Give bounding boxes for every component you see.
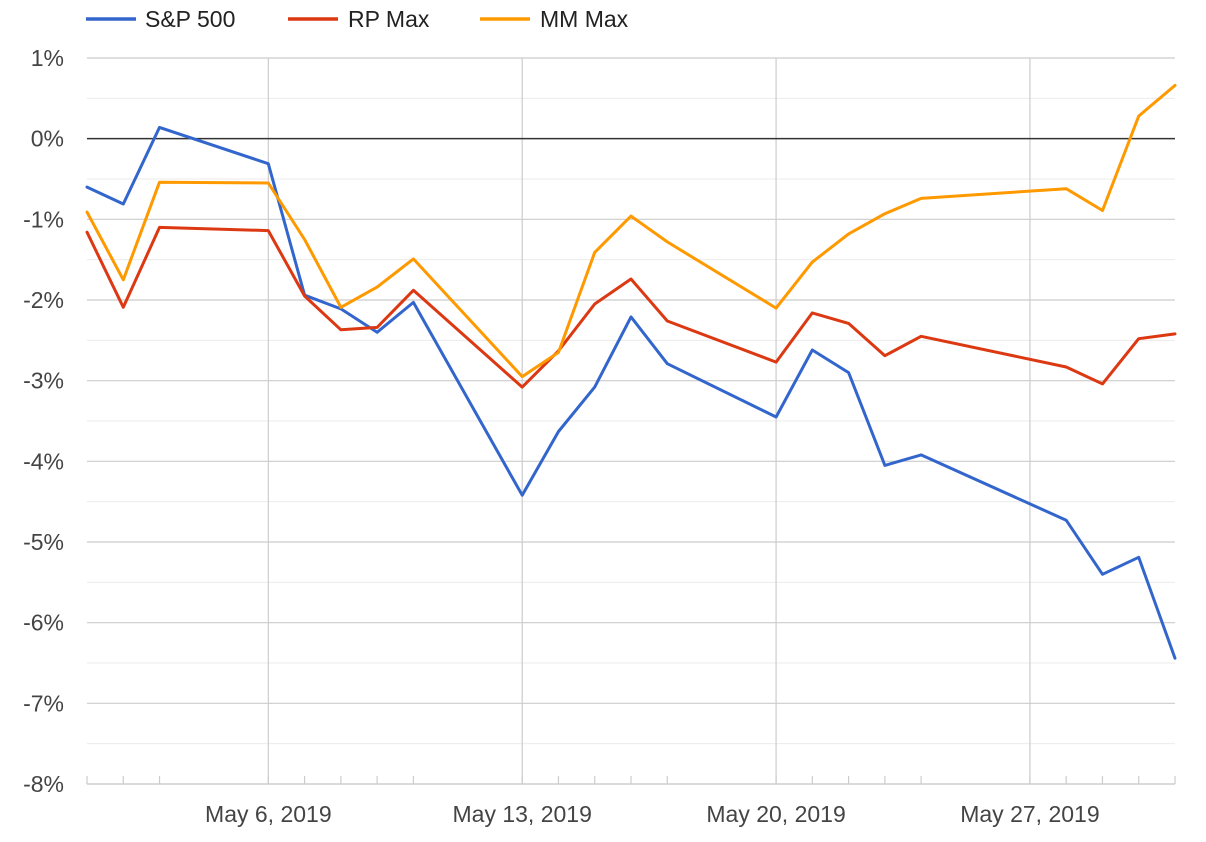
x-axis (86, 776, 1176, 785)
y-tick-label: 1% (31, 45, 64, 71)
y-tick-label: -8% (23, 771, 64, 797)
series-line-s-p-500 (85, 125, 1177, 660)
y-tick-label: -2% (23, 287, 64, 313)
x-tick-label: May 27, 2019 (960, 801, 1099, 827)
x-tick-label: May 13, 2019 (453, 801, 592, 827)
legend-label-s-p-500: S&P 500 (145, 6, 235, 32)
x-axis-tick-labels: May 6, 2019 May 13, 2019 May 20, 2019 May 2… (205, 801, 1100, 827)
x-tick-label: May 20, 2019 (706, 801, 845, 827)
series-line-rp-max (85, 225, 1177, 389)
minor-gridlines (87, 97, 1175, 745)
series-lines (85, 83, 1177, 660)
y-tick-label: -6% (23, 610, 64, 636)
y-tick-label: -4% (23, 448, 64, 474)
y-tick-label: 0% (31, 126, 64, 152)
series-line-mm-max (85, 83, 1177, 379)
x-tick-label: May 6, 2019 (205, 801, 332, 827)
legend-label-mm-max: MM Max (540, 6, 629, 32)
legend-label-rp-max: RP Max (348, 6, 430, 32)
y-axis-tick-labels: 1% 0% -1% -2% -3% -4% -5% -6% -7% -8% (23, 45, 64, 797)
y-tick-label: -3% (23, 368, 64, 394)
y-tick-label: -1% (23, 206, 64, 232)
y-tick-label: -7% (23, 690, 64, 716)
y-tick-label: -5% (23, 529, 64, 555)
vertical-gridlines (267, 58, 1031, 784)
legend: S&P 500 RP Max MM Max (86, 6, 629, 32)
